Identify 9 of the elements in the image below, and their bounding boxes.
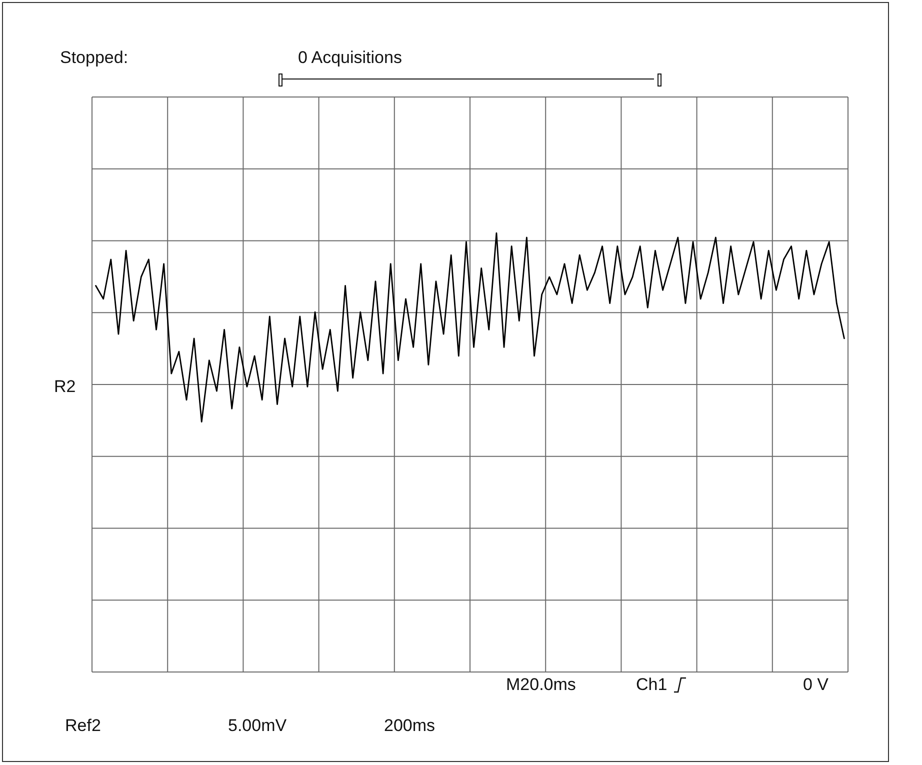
text: Ch1 [636, 675, 668, 695]
text: Stopped: [60, 48, 128, 68]
text: Ref2 [65, 716, 101, 736]
text: 200ms [384, 716, 436, 736]
text: 0 Acquisitions [298, 48, 402, 68]
text: M20.0ms [506, 675, 576, 695]
text: 5.00mV [228, 716, 287, 736]
text: R2 [54, 377, 76, 397]
text: 0 V [803, 675, 829, 695]
